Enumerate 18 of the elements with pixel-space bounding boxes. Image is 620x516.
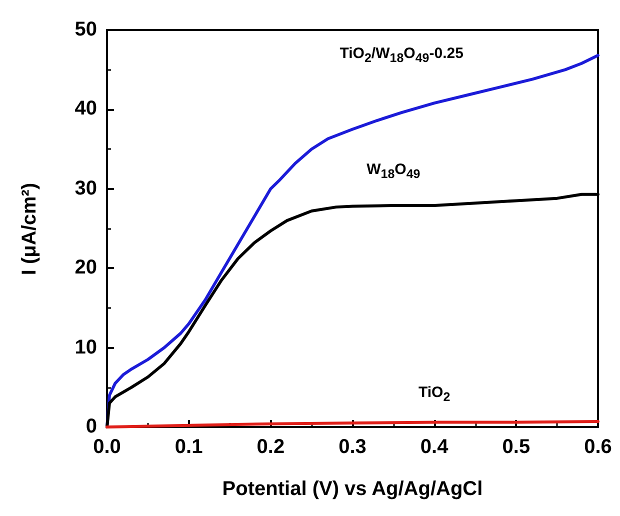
series-label: W$_{18}$O$_{49}$ [366, 161, 420, 182]
x-tick-label: 0.6 [584, 436, 612, 458]
y-tick-label: 20 [74, 256, 97, 280]
x-tick-label: 0.2 [256, 436, 285, 458]
y-tick-label: 0 [86, 416, 97, 438]
x-tick-label: 0.3 [338, 436, 366, 458]
x-tick-label: 0.1 [174, 436, 203, 458]
y-axis-title: I (μA/cm²) [18, 182, 42, 275]
x-tick-label: 0.4 [420, 436, 450, 458]
x-tick-label: 0.5 [502, 436, 530, 458]
y-tick-label: 40 [74, 98, 97, 121]
text: TiO$_{2}$/W$_{18}$O$_{49}$-0.25 [340, 44, 464, 65]
y-tick-label: 30 [74, 177, 97, 200]
y-tick-label: 10 [74, 336, 97, 360]
series-label: TiO$_{2}$ [418, 384, 450, 404]
x-tick-label: 0.0 [93, 436, 121, 458]
x-axis-title: Potential (V) vs Ag/Ag/AgCl [222, 478, 483, 501]
y-tick-label: 50 [74, 18, 97, 42]
